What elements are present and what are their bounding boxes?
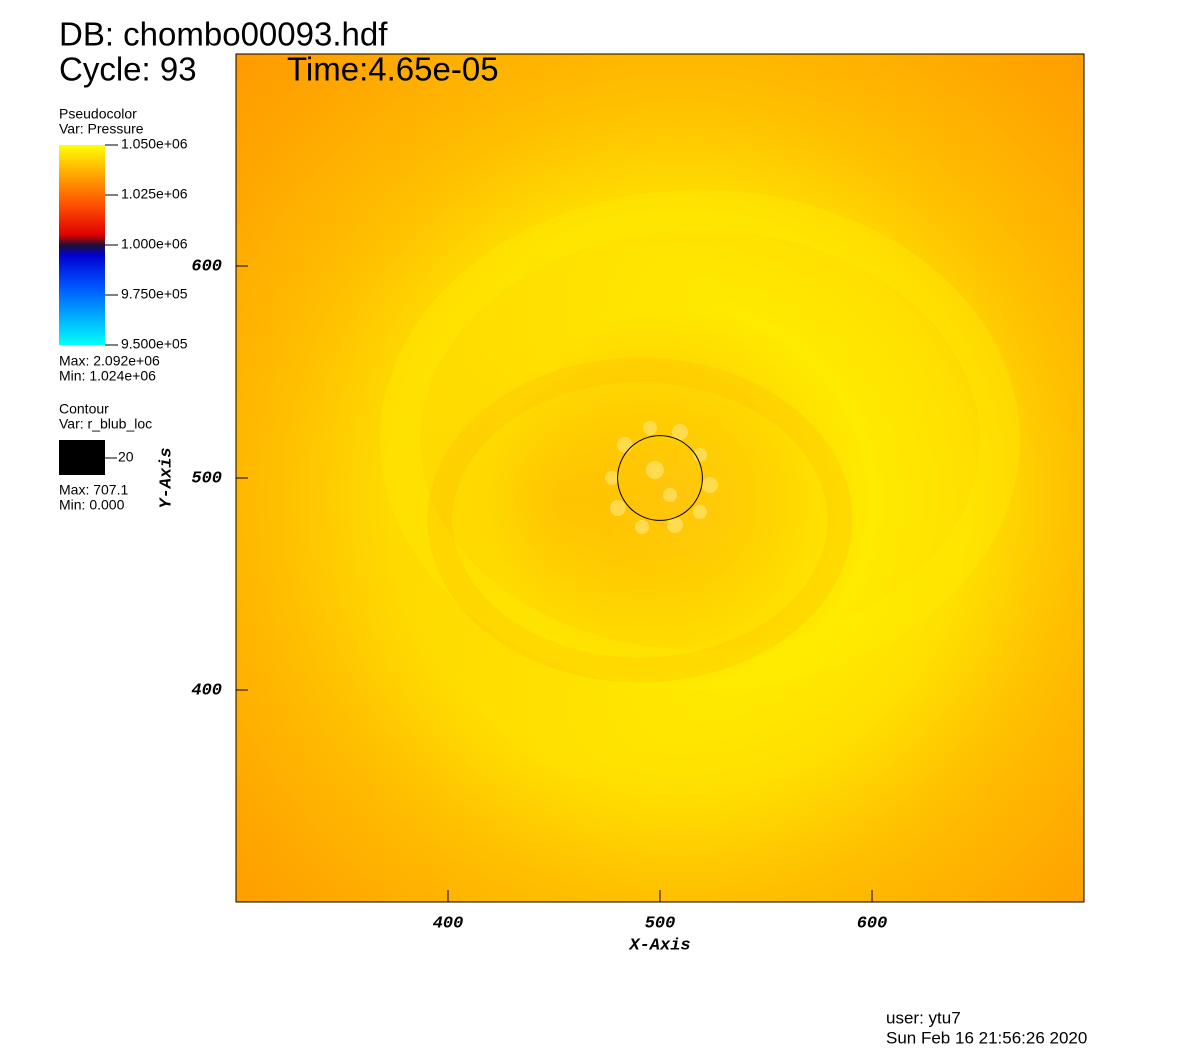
contour-swatch	[59, 440, 105, 475]
contour-max: Max: 707.1	[59, 482, 128, 498]
contour-min: Min: 0.000	[59, 497, 125, 513]
x-tick-label: 500	[645, 914, 676, 933]
legend-var: Var: Pressure	[59, 121, 144, 137]
y-tick-label: 400	[191, 681, 222, 700]
x-axis-label: X-Axis	[628, 936, 690, 955]
colorbar-tick-label: 1.050e+06	[121, 136, 188, 152]
legend-max: Max: 2.092e+06	[59, 353, 160, 369]
contour-line	[617, 435, 703, 521]
colorbar-tick-label: 9.500e+05	[121, 336, 188, 352]
legend-min: Min: 1.024e+06	[59, 368, 156, 384]
colorbar-tick-label: 1.000e+06	[121, 236, 188, 252]
legend-plot: Pseudocolor	[59, 106, 137, 122]
x-tick-label: 600	[857, 914, 888, 933]
user: user: ytu7	[886, 1008, 961, 1027]
x-tick-label: 400	[433, 914, 464, 933]
cycle: Cycle: 93	[59, 51, 197, 88]
y-axis-label: Y-Axis	[157, 447, 176, 508]
title: DB: chombo00093.hdf	[59, 16, 388, 53]
time: Time:4.65e-05	[287, 51, 499, 88]
y-tick-label: 500	[191, 469, 222, 488]
contour-var: Var: r_blub_loc	[59, 416, 152, 432]
colorbar	[59, 145, 105, 345]
y-tick-label: 600	[191, 257, 222, 276]
field	[236, 54, 1084, 902]
date: Sun Feb 16 21:56:26 2020	[886, 1028, 1087, 1047]
contour-plot: Contour	[59, 401, 109, 417]
contour-level: 20	[118, 449, 134, 465]
colorbar-tick-label: 9.750e+05	[121, 286, 188, 302]
colorbar-tick-label: 1.025e+06	[121, 186, 188, 202]
